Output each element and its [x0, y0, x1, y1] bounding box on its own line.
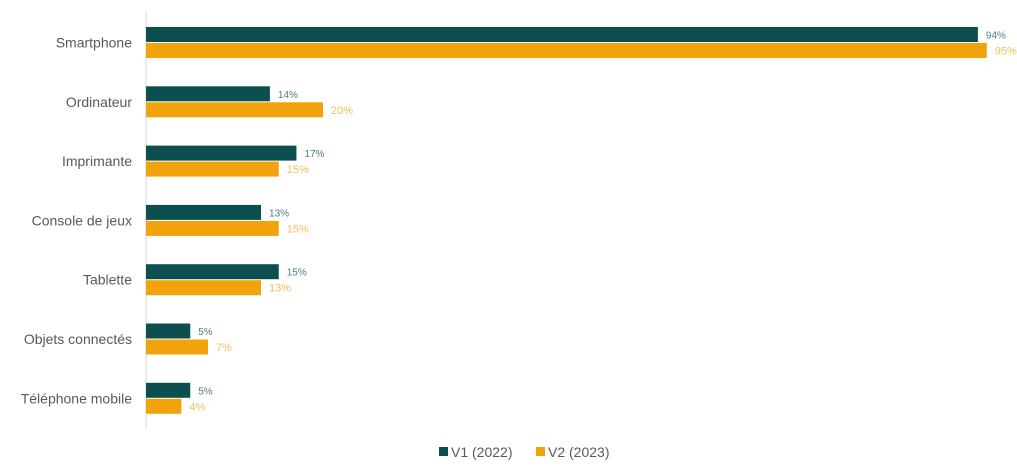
- bar-v1: [146, 382, 191, 398]
- bar-v2: [146, 43, 987, 58]
- value-label-v2: 15%: [287, 164, 309, 176]
- value-label-v2: 15%: [287, 223, 309, 235]
- bar-v2: [146, 220, 279, 236]
- bar-v2: [146, 280, 262, 296]
- value-label-v1: 5%: [198, 327, 213, 338]
- bar-v2: [146, 398, 182, 414]
- value-label-v2: 95%: [995, 46, 1017, 58]
- legend-swatch-v2: [536, 447, 545, 456]
- category-label: Ordinateur: [66, 94, 132, 110]
- bar-marks: [146, 27, 987, 414]
- value-label-v1: 14%: [278, 90, 298, 101]
- bar-v2: [146, 102, 323, 118]
- value-labels: 94%95%14%20%17%15%13%15%15%13%5%7%5%4%: [189, 31, 1017, 414]
- value-label-v1: 13%: [269, 208, 289, 219]
- bar-v1: [146, 145, 297, 161]
- category-label: Tablette: [83, 272, 132, 288]
- category-label: Téléphone mobile: [21, 390, 133, 406]
- bar-v1: [146, 27, 978, 42]
- bar-v1: [146, 86, 270, 102]
- value-label-v1: 5%: [198, 386, 213, 397]
- bar-v2: [146, 339, 208, 355]
- value-label-v2: 7%: [216, 342, 232, 354]
- legend-label-v1: V1 (2022): [451, 444, 512, 460]
- value-label-v1: 94%: [986, 31, 1006, 42]
- legend-label-v2: V2 (2023): [548, 444, 609, 460]
- bar-v2: [146, 161, 279, 177]
- value-label-v2: 13%: [269, 283, 291, 295]
- legend: V1 (2022) V2 (2023): [439, 444, 609, 460]
- value-label-v1: 17%: [304, 149, 324, 160]
- category-labels: Smartphone Ordinateur Imprimante Console de…: [21, 35, 133, 407]
- category-label: Smartphone: [56, 35, 132, 51]
- value-label-v1: 15%: [287, 268, 307, 279]
- legend-swatch-v1: [439, 447, 448, 456]
- category-label: Console de jeux: [32, 212, 132, 228]
- value-label-v2: 20%: [331, 105, 353, 117]
- bar-v1: [146, 264, 279, 280]
- bar-v1: [146, 323, 191, 339]
- bar-v1: [146, 204, 262, 220]
- value-label-v2: 4%: [189, 401, 205, 413]
- category-label: Objets connectés: [24, 331, 132, 347]
- category-label: Imprimante: [62, 153, 132, 169]
